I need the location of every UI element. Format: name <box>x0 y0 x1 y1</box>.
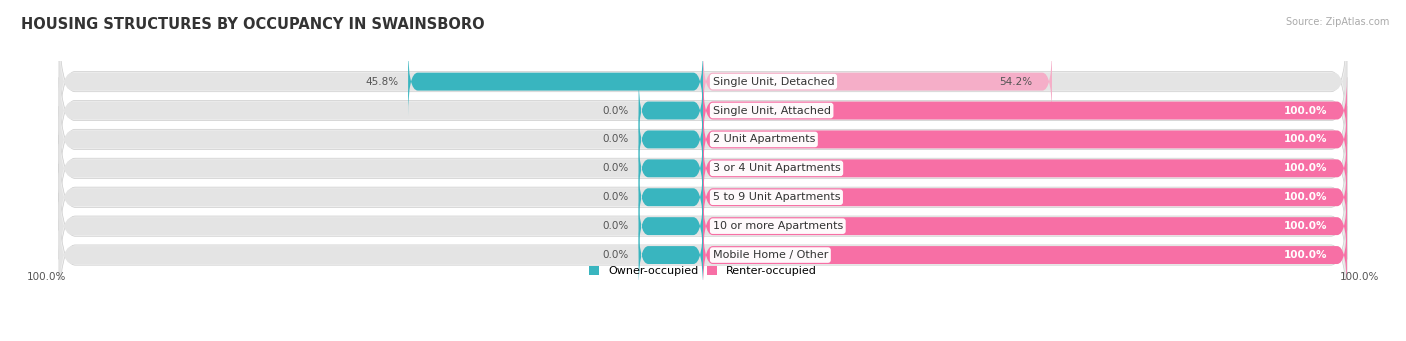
FancyBboxPatch shape <box>59 148 1347 246</box>
Text: 100.0%: 100.0% <box>1284 250 1327 260</box>
FancyBboxPatch shape <box>59 62 1347 159</box>
FancyBboxPatch shape <box>59 206 1347 304</box>
Text: 0.0%: 0.0% <box>603 221 628 231</box>
Text: 100.0%: 100.0% <box>1284 163 1327 173</box>
Legend: Owner-occupied, Renter-occupied: Owner-occupied, Renter-occupied <box>589 266 817 276</box>
FancyBboxPatch shape <box>703 134 1347 203</box>
Text: Single Unit, Detached: Single Unit, Detached <box>713 77 834 87</box>
FancyBboxPatch shape <box>703 76 1347 145</box>
FancyBboxPatch shape <box>638 221 703 290</box>
Text: 3 or 4 Unit Apartments: 3 or 4 Unit Apartments <box>713 163 841 173</box>
FancyBboxPatch shape <box>59 164 1347 288</box>
FancyBboxPatch shape <box>703 105 1347 174</box>
FancyBboxPatch shape <box>638 134 703 203</box>
Text: 100.0%: 100.0% <box>1284 221 1327 231</box>
Text: Single Unit, Attached: Single Unit, Attached <box>713 105 831 116</box>
FancyBboxPatch shape <box>408 47 703 116</box>
Text: 0.0%: 0.0% <box>603 105 628 116</box>
FancyBboxPatch shape <box>59 177 1347 275</box>
FancyBboxPatch shape <box>59 77 1347 202</box>
FancyBboxPatch shape <box>59 48 1347 173</box>
FancyBboxPatch shape <box>703 192 1347 261</box>
FancyBboxPatch shape <box>703 221 1347 290</box>
Text: 5 to 9 Unit Apartments: 5 to 9 Unit Apartments <box>713 192 841 202</box>
Text: 0.0%: 0.0% <box>603 134 628 145</box>
FancyBboxPatch shape <box>703 47 1052 116</box>
FancyBboxPatch shape <box>59 106 1347 231</box>
FancyBboxPatch shape <box>703 163 1347 232</box>
FancyBboxPatch shape <box>59 91 1347 188</box>
FancyBboxPatch shape <box>59 19 1347 144</box>
Text: 10 or more Apartments: 10 or more Apartments <box>713 221 844 231</box>
FancyBboxPatch shape <box>59 135 1347 260</box>
Text: 100.0%: 100.0% <box>1284 192 1327 202</box>
Text: 100.0%: 100.0% <box>27 272 66 282</box>
Text: HOUSING STRUCTURES BY OCCUPANCY IN SWAINSBORO: HOUSING STRUCTURES BY OCCUPANCY IN SWAIN… <box>21 17 485 32</box>
Text: 45.8%: 45.8% <box>366 77 398 87</box>
Text: 2 Unit Apartments: 2 Unit Apartments <box>713 134 815 145</box>
Text: 100.0%: 100.0% <box>1284 105 1327 116</box>
FancyBboxPatch shape <box>59 33 1347 131</box>
FancyBboxPatch shape <box>638 76 703 145</box>
Text: 0.0%: 0.0% <box>603 250 628 260</box>
FancyBboxPatch shape <box>59 193 1347 317</box>
Text: Mobile Home / Other: Mobile Home / Other <box>713 250 828 260</box>
Text: 0.0%: 0.0% <box>603 192 628 202</box>
FancyBboxPatch shape <box>638 192 703 261</box>
FancyBboxPatch shape <box>638 105 703 174</box>
Text: Source: ZipAtlas.com: Source: ZipAtlas.com <box>1285 17 1389 27</box>
Text: 54.2%: 54.2% <box>1000 77 1032 87</box>
Text: 100.0%: 100.0% <box>1284 134 1327 145</box>
Text: 0.0%: 0.0% <box>603 163 628 173</box>
FancyBboxPatch shape <box>638 163 703 232</box>
FancyBboxPatch shape <box>59 119 1347 217</box>
Text: 100.0%: 100.0% <box>1340 272 1379 282</box>
